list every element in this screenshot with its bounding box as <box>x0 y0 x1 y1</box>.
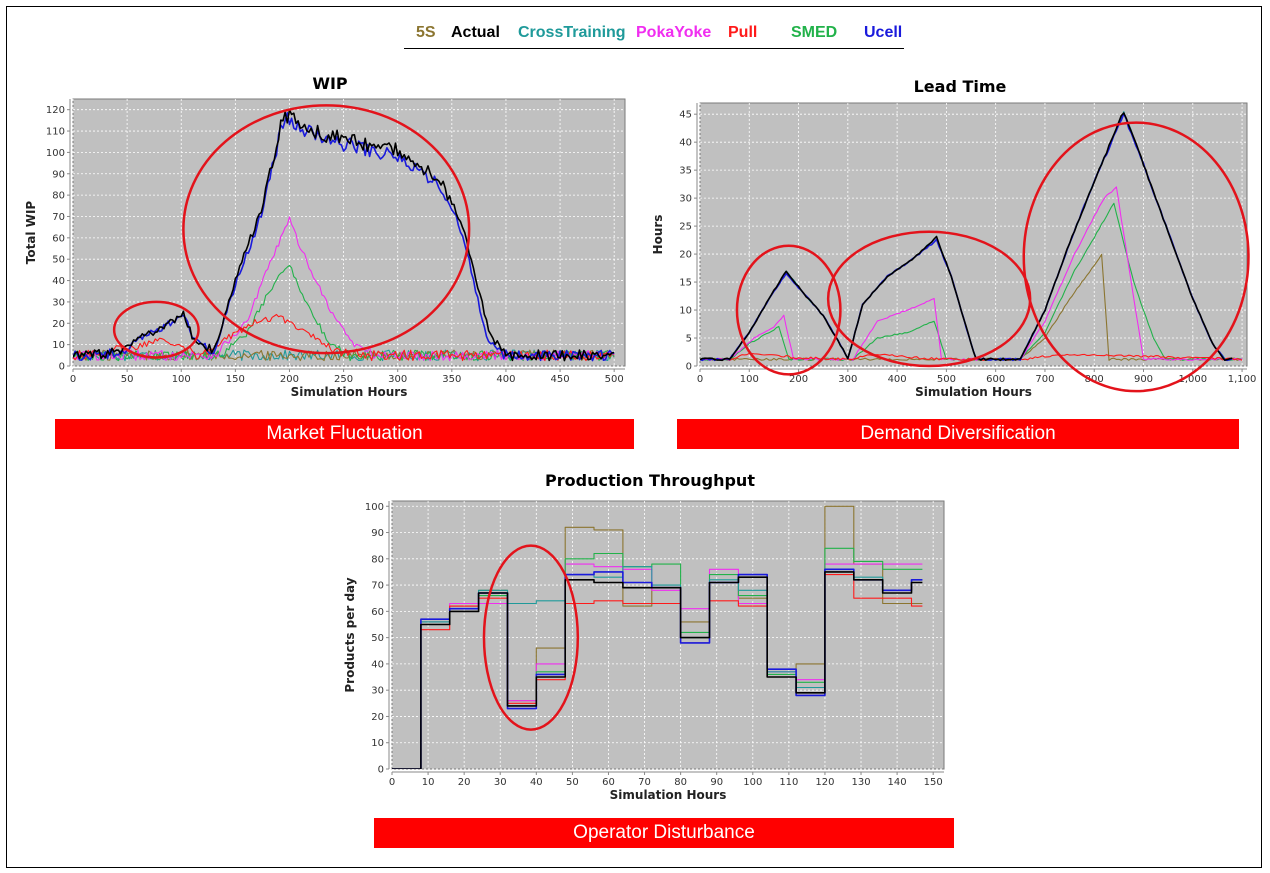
x-tick-label: 40 <box>530 777 543 788</box>
x-tick-label: 0 <box>389 777 395 788</box>
x-tick-label: 10 <box>422 777 435 788</box>
y-tick-label: 40 <box>371 659 384 670</box>
x-tick-label: 140 <box>888 777 907 788</box>
x-tick-label: 60 <box>602 777 615 788</box>
y-tick-label: 0 <box>378 765 384 776</box>
x-tick-label: 100 <box>743 777 762 788</box>
x-tick-label: 120 <box>815 777 834 788</box>
x-tick-label: 30 <box>494 777 507 788</box>
y-tick-label: 90 <box>371 528 384 539</box>
y-tick-label: 10 <box>371 738 384 749</box>
y-tick-label: 80 <box>371 554 384 565</box>
x-tick-label: 20 <box>458 777 471 788</box>
operator-disturbance-banner: Operator Disturbance <box>374 818 954 848</box>
x-tick-label: 80 <box>674 777 687 788</box>
y-tick-label: 60 <box>371 607 384 618</box>
market-fluctuation-banner: Market Fluctuation <box>55 419 634 449</box>
demand-diversification-banner: Demand Diversification <box>677 419 1239 449</box>
y-tick-label: 20 <box>371 712 384 723</box>
throughput-chart: 0 10 20 30 40 50 60 70 80 90 100 110 120 130 140 150 0 10… <box>0 0 1270 820</box>
x-tick-label: 150 <box>924 777 943 788</box>
y-tick-label: 30 <box>371 686 384 697</box>
throughput-x-axis-label: Simulation Hours <box>610 788 727 802</box>
x-tick-label: 70 <box>638 777 651 788</box>
x-tick-label: 110 <box>779 777 798 788</box>
throughput-y-axis-label: Products per day <box>343 577 357 692</box>
x-tick-label: 50 <box>566 777 579 788</box>
y-tick-label: 70 <box>371 581 384 592</box>
x-tick-label: 90 <box>710 777 723 788</box>
y-tick-label: 100 <box>365 502 384 513</box>
y-tick-label: 50 <box>371 633 384 644</box>
x-tick-label: 130 <box>851 777 870 788</box>
